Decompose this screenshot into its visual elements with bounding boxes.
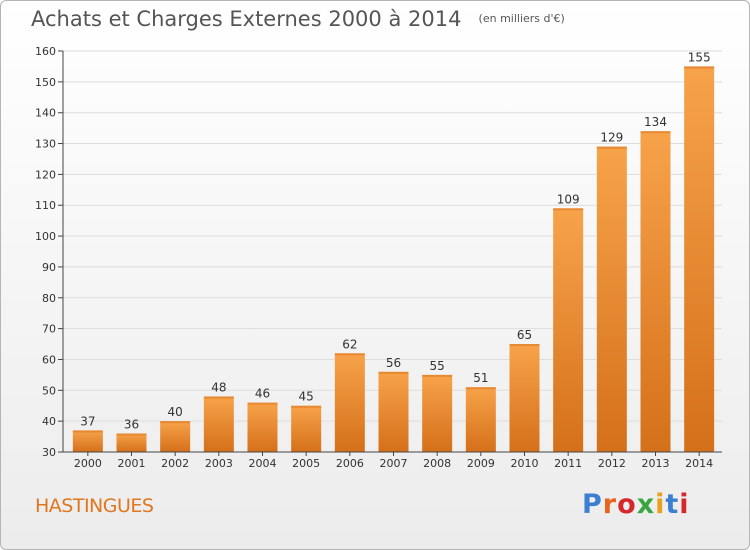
proxiti-logo: Proxiti [582, 489, 690, 520]
y-tick-label: 50 [42, 384, 56, 397]
data-label: 55 [430, 359, 445, 373]
bar-top-edge [247, 402, 278, 405]
x-tick-label: 2001 [118, 457, 146, 470]
bar [684, 66, 715, 452]
bar [596, 146, 627, 452]
data-label: 48 [211, 380, 226, 394]
bar [553, 208, 584, 452]
y-tick-label: 110 [35, 199, 56, 212]
bars [72, 66, 715, 452]
x-tick-label: 2004 [249, 457, 277, 470]
labels: 30 40 50 60 70 80 90 100 110 120 130 140 150 160 37 200… [35, 45, 713, 470]
data-label: 134 [644, 115, 667, 129]
data-label: 46 [255, 387, 270, 401]
axes [58, 50, 722, 456]
bar [465, 387, 496, 452]
x-tick-label: 2010 [511, 457, 539, 470]
bar-top-edge [116, 433, 147, 436]
bar-top-edge [509, 344, 540, 347]
y-tick-label: 130 [35, 138, 56, 151]
x-tick-label: 2000 [74, 457, 102, 470]
bar-top-edge [378, 371, 409, 374]
x-tick-label: 2008 [423, 457, 451, 470]
bar-top-edge [465, 387, 496, 390]
data-label: 40 [168, 405, 183, 419]
bar [72, 430, 103, 452]
bar [509, 344, 540, 452]
bar-top-edge [553, 208, 584, 211]
y-tick-label: 60 [42, 353, 56, 366]
data-label: 155 [688, 50, 711, 64]
commune-name: HASTINGUES [35, 495, 154, 517]
data-label: 129 [600, 131, 623, 145]
data-label: 109 [557, 192, 580, 206]
logo-letter: x [636, 489, 656, 520]
x-tick-label: 2011 [554, 457, 582, 470]
x-tick-label: 2012 [598, 457, 626, 470]
bar-top-edge [422, 374, 453, 377]
x-tick-label: 2003 [205, 457, 233, 470]
bar-top-edge [334, 353, 365, 356]
logo-letter: t [665, 489, 680, 520]
data-label: 45 [299, 390, 314, 404]
bar-top-edge [684, 66, 715, 69]
data-label: 56 [386, 356, 401, 370]
y-tick-label: 150 [35, 76, 56, 89]
logo-letter: i [679, 489, 690, 520]
bar-top-edge [596, 146, 627, 149]
y-tick-label: 40 [42, 415, 56, 428]
data-label: 36 [124, 417, 139, 431]
bar [378, 371, 409, 452]
x-tick-label: 2006 [336, 457, 364, 470]
chart-title: Achats et Charges Externes 2000 à 2014 (… [31, 7, 565, 31]
logo-letter: r [602, 489, 618, 520]
bar [116, 433, 147, 452]
bar-top-edge [203, 396, 234, 399]
chart-unit-text: (en milliers d'€) [478, 12, 565, 25]
bar-top-edge [72, 430, 103, 433]
x-tick-label: 2002 [161, 457, 189, 470]
data-label: 65 [517, 328, 532, 342]
logo-letter: o [617, 489, 637, 520]
y-tick-label: 140 [35, 107, 56, 120]
bar [203, 396, 234, 452]
logo-letter: i [655, 489, 666, 520]
bar-top-edge [291, 405, 322, 408]
y-tick-label: 30 [42, 446, 56, 459]
bar-top-edge [640, 131, 671, 134]
bar [160, 421, 191, 452]
y-tick-label: 120 [35, 168, 56, 181]
x-tick-label: 2014 [685, 457, 713, 470]
y-tick-label: 160 [35, 45, 56, 58]
bar-top-edge [160, 421, 191, 424]
bar [291, 405, 322, 452]
y-tick-label: 70 [42, 323, 56, 336]
data-label: 37 [80, 414, 95, 428]
data-label: 62 [342, 337, 357, 351]
x-tick-label: 2007 [380, 457, 408, 470]
bar [334, 353, 365, 452]
logo-letter: P [582, 489, 603, 520]
bar [247, 402, 278, 452]
x-tick-label: 2009 [467, 457, 495, 470]
x-tick-label: 2013 [642, 457, 670, 470]
y-tick-label: 80 [42, 292, 56, 305]
data-label: 51 [473, 371, 488, 385]
y-tick-label: 100 [35, 230, 56, 243]
y-tick-label: 90 [42, 261, 56, 274]
x-tick-label: 2005 [292, 457, 320, 470]
bar [422, 374, 453, 452]
bar [640, 131, 671, 452]
chart-title-text: Achats et Charges Externes 2000 à 2014 [31, 7, 462, 31]
